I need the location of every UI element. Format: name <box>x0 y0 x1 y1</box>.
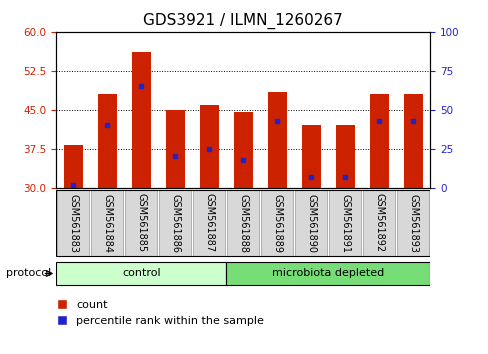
Text: protocol: protocol <box>6 268 51 279</box>
FancyBboxPatch shape <box>56 262 226 285</box>
Bar <box>267 92 286 188</box>
Bar <box>233 112 252 188</box>
Text: GSM561887: GSM561887 <box>204 193 214 253</box>
FancyBboxPatch shape <box>159 190 191 256</box>
Text: GSM561893: GSM561893 <box>407 194 417 252</box>
Text: GSM561888: GSM561888 <box>238 194 248 252</box>
Text: GSM561891: GSM561891 <box>340 194 349 252</box>
Text: GSM561889: GSM561889 <box>272 194 282 252</box>
Bar <box>165 110 184 188</box>
Text: GSM561883: GSM561883 <box>68 194 78 252</box>
Text: GSM561892: GSM561892 <box>373 193 384 253</box>
Text: GSM561884: GSM561884 <box>102 194 112 252</box>
FancyBboxPatch shape <box>125 190 157 256</box>
FancyBboxPatch shape <box>261 190 293 256</box>
Bar <box>200 104 218 188</box>
Text: GSM561885: GSM561885 <box>136 193 146 253</box>
FancyBboxPatch shape <box>328 190 361 256</box>
Text: GSM561886: GSM561886 <box>170 194 180 252</box>
FancyBboxPatch shape <box>57 190 89 256</box>
Text: microbiota depleted: microbiota depleted <box>272 268 384 279</box>
Bar <box>64 145 82 188</box>
Bar <box>403 94 422 188</box>
Text: control: control <box>122 268 160 279</box>
Bar <box>301 125 320 188</box>
FancyBboxPatch shape <box>295 190 326 256</box>
Title: GDS3921 / ILMN_1260267: GDS3921 / ILMN_1260267 <box>143 13 343 29</box>
Bar <box>369 94 388 188</box>
Legend: count, percentile rank within the sample: count, percentile rank within the sample <box>52 296 268 331</box>
FancyBboxPatch shape <box>363 190 394 256</box>
Text: GSM561890: GSM561890 <box>305 194 316 252</box>
FancyBboxPatch shape <box>226 262 429 285</box>
FancyBboxPatch shape <box>397 190 428 256</box>
FancyBboxPatch shape <box>193 190 225 256</box>
FancyBboxPatch shape <box>227 190 259 256</box>
FancyBboxPatch shape <box>91 190 123 256</box>
Bar <box>335 125 354 188</box>
Bar <box>132 52 150 188</box>
Bar <box>98 94 116 188</box>
